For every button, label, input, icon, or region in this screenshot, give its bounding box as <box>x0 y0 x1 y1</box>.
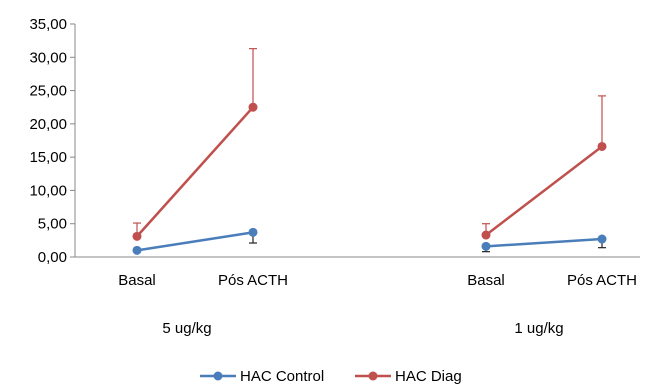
legend-label: HAC Control <box>240 368 324 385</box>
series-hac-diag <box>132 48 607 241</box>
x-axis-ticks: Basal Pós ACTH Basal Pós ACTH <box>118 272 637 289</box>
series-line <box>136 106 254 238</box>
group-label: 1 ug/kg <box>514 320 563 337</box>
y-axis-ticks: 0,00 5,00 10,00 15,00 20,00 25,00 30,00 35,00 <box>29 16 75 266</box>
data-point <box>248 227 258 237</box>
x-tick-label: Pós ACTH <box>567 272 637 289</box>
y-tick-label: 30,00 <box>29 49 67 66</box>
y-tick-label: 5,00 <box>38 216 67 233</box>
legend-label: HAC Diag <box>395 368 462 385</box>
data-point <box>597 234 607 244</box>
legend-marker <box>213 371 223 381</box>
data-point <box>597 141 607 151</box>
y-tick-label: 10,00 <box>29 182 67 199</box>
legend-item: HAC Control <box>200 368 324 385</box>
series-line <box>136 231 254 252</box>
y-tick-label: 0,00 <box>38 249 67 266</box>
legend-marker <box>368 371 378 381</box>
series <box>132 48 607 255</box>
y-tick-label: 15,00 <box>29 149 67 166</box>
legend-item: HAC Diag <box>355 368 462 385</box>
group-labels: 5 ug/kg 1 ug/kg <box>162 320 563 337</box>
data-point <box>481 230 491 240</box>
data-point <box>132 231 142 241</box>
x-tick-label: Basal <box>467 272 505 289</box>
data-point <box>132 245 142 255</box>
y-tick-label: 20,00 <box>29 116 67 133</box>
series-hac-control <box>132 227 607 255</box>
group-label: 5 ug/kg <box>162 320 211 337</box>
legend: HAC Control HAC Diag <box>200 368 462 385</box>
axes <box>74 24 640 258</box>
series-line <box>485 237 603 248</box>
x-tick-label: Pós ACTH <box>218 272 288 289</box>
data-point <box>248 102 258 112</box>
data-point <box>481 241 491 251</box>
series-line <box>485 145 603 237</box>
y-tick-label: 25,00 <box>29 83 67 100</box>
x-tick-label: Basal <box>118 272 156 289</box>
y-tick-label: 35,00 <box>29 16 67 33</box>
